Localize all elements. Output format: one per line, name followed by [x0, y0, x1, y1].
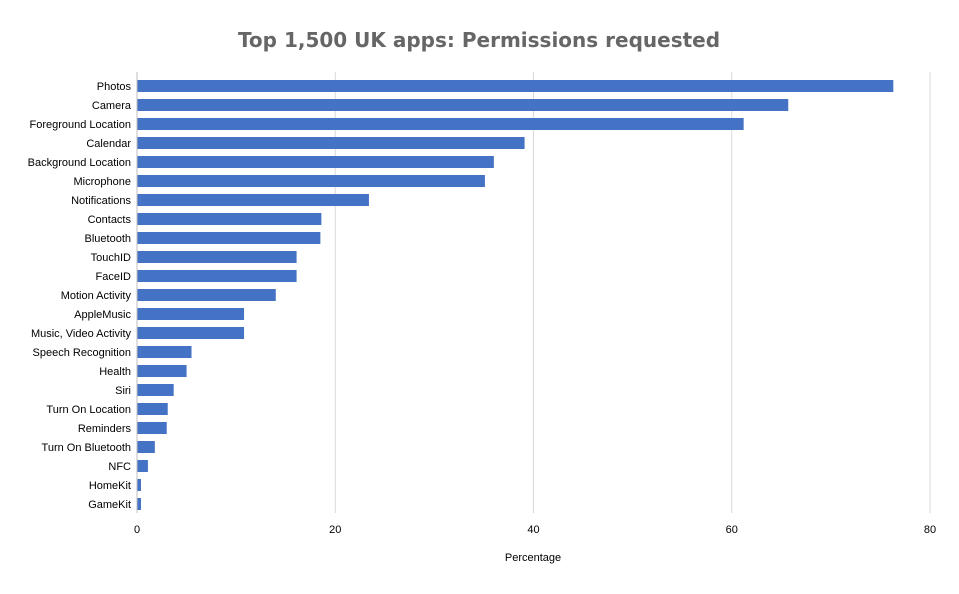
category-label: Foreground Location	[29, 119, 131, 131]
category-label: Motion Activity	[61, 290, 132, 302]
bar	[137, 99, 789, 111]
bar	[137, 422, 167, 434]
bar	[137, 403, 168, 415]
bar	[137, 232, 321, 244]
bar	[137, 346, 192, 358]
bar	[137, 384, 174, 396]
gridlines	[334, 72, 931, 513]
x-tick-label: 60	[726, 524, 738, 536]
bar	[137, 175, 485, 187]
x-axis-label: Percentage	[505, 552, 561, 564]
bar	[137, 118, 744, 130]
category-label: Microphone	[74, 176, 131, 188]
category-label: Turn On Location	[46, 404, 131, 416]
chart-title: Top 1,500 UK apps: Permissions requested	[238, 28, 720, 52]
category-label: Bluetooth	[85, 233, 131, 245]
bar	[137, 80, 894, 92]
bar	[137, 251, 297, 263]
bar	[137, 498, 141, 510]
bar	[137, 270, 297, 282]
category-labels: Photos Camera Foreground Location Calendar B…	[28, 81, 132, 511]
category-label: Music, Video Activity	[31, 328, 132, 340]
bar	[137, 479, 141, 491]
category-label: Reminders	[78, 423, 132, 435]
category-label: Camera	[92, 100, 132, 112]
category-label: Turn On Bluetooth	[42, 442, 131, 454]
category-label: TouchID	[91, 252, 131, 264]
bar	[137, 365, 187, 377]
bar	[137, 289, 276, 301]
category-label: Notifications	[71, 195, 131, 207]
x-tick-label: 20	[329, 524, 341, 536]
category-label: NFC	[108, 461, 131, 473]
bar	[137, 137, 525, 149]
x-tick-label: 40	[527, 524, 539, 536]
bars	[137, 80, 894, 510]
category-label: HomeKit	[89, 480, 131, 492]
bar	[137, 441, 155, 453]
x-tick-label: 0	[134, 524, 140, 536]
bar	[137, 460, 148, 472]
bar	[137, 327, 245, 339]
tick-labels: 0 20 40 60 80	[134, 524, 936, 536]
category-label: Calendar	[86, 138, 131, 150]
x-tick-label: 80	[924, 524, 936, 536]
bar	[137, 308, 245, 320]
category-label: Health	[99, 366, 131, 378]
bar	[137, 194, 369, 206]
bar	[137, 213, 322, 225]
category-label: GameKit	[88, 499, 131, 511]
category-label: Background Location	[28, 157, 131, 169]
bar	[137, 156, 494, 168]
category-label: Speech Recognition	[33, 347, 131, 359]
category-label: AppleMusic	[74, 309, 131, 321]
category-label: Contacts	[88, 214, 132, 226]
category-label: Siri	[115, 385, 131, 397]
category-label: FaceID	[96, 271, 132, 283]
category-label: Photos	[97, 81, 132, 93]
